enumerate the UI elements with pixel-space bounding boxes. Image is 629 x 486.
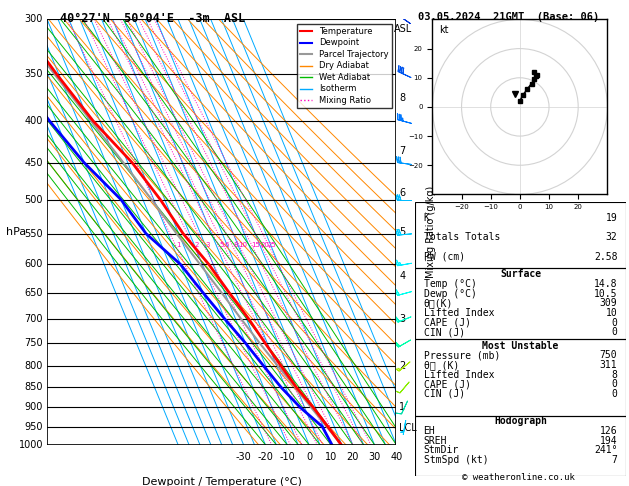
Text: Dewp (°C): Dewp (°C)	[423, 289, 476, 299]
Text: CAPE (J): CAPE (J)	[423, 379, 470, 389]
Text: 14.8: 14.8	[594, 279, 618, 289]
Text: 25: 25	[268, 242, 277, 248]
Text: CIN (J): CIN (J)	[423, 327, 465, 337]
Text: StmDir: StmDir	[423, 445, 459, 455]
Text: 6: 6	[399, 188, 405, 198]
Text: 1: 1	[177, 242, 181, 248]
Text: 7: 7	[611, 455, 618, 465]
Text: 10: 10	[325, 452, 337, 462]
Text: 0: 0	[306, 452, 312, 462]
Text: 2: 2	[194, 242, 199, 248]
Text: 400: 400	[25, 116, 43, 126]
Text: EH: EH	[423, 426, 435, 436]
Text: Totals Totals: Totals Totals	[423, 232, 500, 243]
Text: 8: 8	[399, 93, 405, 103]
Text: 194: 194	[600, 435, 618, 446]
Text: Hodograph: Hodograph	[494, 417, 547, 426]
Text: 241°: 241°	[594, 445, 618, 455]
Text: 700: 700	[25, 313, 43, 324]
Text: Dewpoint / Temperature (°C): Dewpoint / Temperature (°C)	[142, 477, 302, 486]
Text: 5: 5	[399, 227, 405, 237]
Text: 19: 19	[606, 213, 618, 223]
Text: 1000: 1000	[18, 440, 43, 450]
Text: 8: 8	[233, 242, 238, 248]
Text: 750: 750	[25, 338, 43, 348]
Text: 40: 40	[390, 452, 403, 462]
Text: 5: 5	[220, 242, 224, 248]
Text: 20: 20	[347, 452, 359, 462]
Text: kt: kt	[440, 25, 449, 35]
Text: 30: 30	[369, 452, 381, 462]
Text: 40°27'N  50°04'E  -3m  ASL: 40°27'N 50°04'E -3m ASL	[60, 12, 245, 25]
Text: 800: 800	[25, 361, 43, 371]
Text: 10: 10	[238, 242, 247, 248]
Text: 311: 311	[600, 360, 618, 370]
Text: -20: -20	[257, 452, 273, 462]
Text: 309: 309	[600, 298, 618, 308]
Text: 3: 3	[205, 242, 209, 248]
Text: 6: 6	[225, 242, 230, 248]
Text: 03.05.2024  21GMT  (Base: 06): 03.05.2024 21GMT (Base: 06)	[418, 12, 599, 22]
Text: 4: 4	[399, 271, 405, 281]
Text: θᴇ(K): θᴇ(K)	[423, 298, 453, 308]
Text: K: K	[423, 213, 430, 223]
Text: 850: 850	[25, 382, 43, 392]
Text: km: km	[396, 0, 411, 2]
Text: 20: 20	[260, 242, 269, 248]
Text: CAPE (J): CAPE (J)	[423, 317, 470, 328]
Text: 0: 0	[611, 317, 618, 328]
Text: PW (cm): PW (cm)	[423, 252, 465, 261]
Text: 450: 450	[25, 157, 43, 168]
Text: 10.5: 10.5	[594, 289, 618, 299]
Text: 650: 650	[25, 288, 43, 297]
Text: 32: 32	[606, 232, 618, 243]
Text: hPa: hPa	[6, 227, 26, 237]
Text: 0: 0	[611, 379, 618, 389]
Text: 600: 600	[25, 259, 43, 269]
Text: 7: 7	[399, 146, 405, 156]
Text: © weatheronline.co.uk: © weatheronline.co.uk	[462, 473, 576, 482]
Text: 3: 3	[399, 313, 405, 324]
Text: 15: 15	[251, 242, 260, 248]
Text: Lifted Index: Lifted Index	[423, 308, 494, 318]
Text: Surface: Surface	[500, 269, 541, 279]
Text: 0: 0	[611, 389, 618, 399]
Bar	[415, 416, 626, 476]
Text: 2.58: 2.58	[594, 252, 618, 261]
Text: 300: 300	[25, 15, 43, 24]
Text: -10: -10	[279, 452, 295, 462]
Text: 900: 900	[25, 402, 43, 413]
Text: Mixing Ratio (g/kg): Mixing Ratio (g/kg)	[426, 186, 436, 278]
Text: 8: 8	[611, 370, 618, 380]
Text: 2: 2	[399, 361, 405, 371]
Bar	[415, 202, 626, 268]
Text: 500: 500	[25, 195, 43, 205]
Bar	[415, 339, 626, 416]
Bar	[415, 268, 626, 339]
Text: 1: 1	[399, 402, 405, 413]
Text: ASL: ASL	[394, 24, 413, 34]
Text: LCL: LCL	[399, 423, 417, 433]
Text: 350: 350	[25, 69, 43, 79]
Text: 550: 550	[25, 228, 43, 239]
Text: Temp (°C): Temp (°C)	[423, 279, 476, 289]
Text: 950: 950	[25, 421, 43, 432]
Text: -30: -30	[236, 452, 252, 462]
Text: 750: 750	[600, 350, 618, 361]
Text: StmSpd (kt): StmSpd (kt)	[423, 455, 488, 465]
Text: 10: 10	[606, 308, 618, 318]
Text: SREH: SREH	[423, 435, 447, 446]
Text: Pressure (mb): Pressure (mb)	[423, 350, 500, 361]
Text: Lifted Index: Lifted Index	[423, 370, 494, 380]
Text: Most Unstable: Most Unstable	[482, 341, 559, 351]
Text: θᴇ (K): θᴇ (K)	[423, 360, 459, 370]
Text: 126: 126	[600, 426, 618, 436]
Text: CIN (J): CIN (J)	[423, 389, 465, 399]
Legend: Temperature, Dewpoint, Parcel Trajectory, Dry Adiabat, Wet Adiabat, Isotherm, Mi: Temperature, Dewpoint, Parcel Trajectory…	[297, 24, 392, 108]
Text: 0: 0	[611, 327, 618, 337]
